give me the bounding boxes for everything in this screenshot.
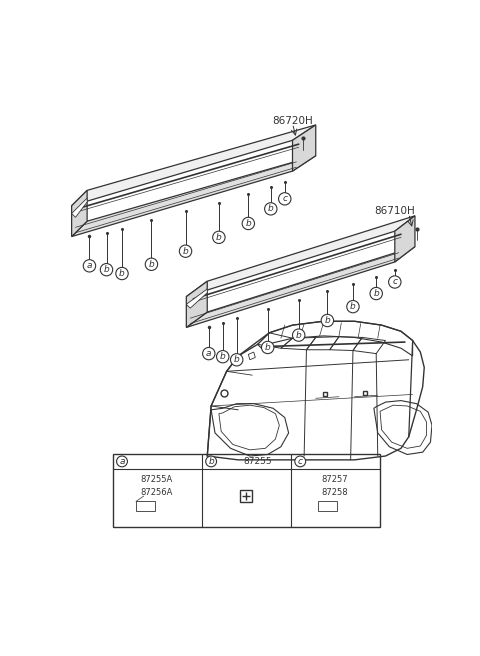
Polygon shape	[186, 216, 415, 297]
Polygon shape	[186, 289, 207, 308]
Text: b: b	[324, 316, 330, 325]
Text: b: b	[296, 331, 301, 340]
Circle shape	[389, 276, 401, 288]
Polygon shape	[72, 155, 316, 237]
Text: a: a	[87, 261, 92, 270]
Circle shape	[206, 456, 216, 467]
Text: a: a	[206, 349, 212, 358]
Polygon shape	[292, 125, 316, 171]
Circle shape	[213, 231, 225, 243]
Text: b: b	[216, 233, 222, 242]
Circle shape	[278, 193, 291, 205]
Text: 87257
87258: 87257 87258	[322, 475, 348, 497]
Text: b: b	[220, 352, 226, 361]
Text: b: b	[183, 247, 189, 256]
Circle shape	[370, 287, 383, 300]
Circle shape	[242, 217, 254, 230]
Circle shape	[203, 348, 215, 359]
Polygon shape	[186, 281, 207, 327]
Circle shape	[145, 258, 157, 270]
Circle shape	[116, 268, 128, 279]
Text: b: b	[104, 265, 109, 274]
Circle shape	[216, 350, 229, 363]
Polygon shape	[395, 216, 415, 262]
Circle shape	[292, 329, 305, 341]
Text: b: b	[149, 260, 155, 269]
Text: b: b	[350, 302, 356, 311]
Text: 87255: 87255	[243, 457, 272, 466]
Circle shape	[347, 300, 359, 313]
Circle shape	[264, 203, 277, 215]
Text: b: b	[265, 343, 271, 352]
Circle shape	[230, 354, 243, 366]
Circle shape	[295, 456, 306, 467]
Circle shape	[83, 260, 96, 272]
Text: 86710H: 86710H	[374, 206, 415, 216]
Text: b: b	[373, 289, 379, 298]
Text: b: b	[268, 205, 274, 213]
Text: c: c	[298, 457, 303, 466]
Circle shape	[321, 314, 334, 327]
Text: 87255A
87256A: 87255A 87256A	[141, 475, 173, 497]
Polygon shape	[72, 198, 87, 217]
Text: c: c	[392, 277, 397, 287]
Text: b: b	[234, 356, 240, 364]
Text: b: b	[119, 269, 125, 278]
Polygon shape	[186, 247, 415, 327]
Text: 86720H: 86720H	[272, 116, 313, 126]
Text: a: a	[119, 457, 125, 466]
Text: b: b	[245, 219, 251, 228]
Polygon shape	[72, 190, 87, 237]
Text: b: b	[208, 457, 214, 466]
Circle shape	[117, 456, 127, 467]
Circle shape	[262, 341, 274, 354]
Circle shape	[100, 264, 113, 276]
Text: c: c	[282, 194, 287, 203]
Polygon shape	[72, 125, 316, 206]
Circle shape	[180, 245, 192, 257]
